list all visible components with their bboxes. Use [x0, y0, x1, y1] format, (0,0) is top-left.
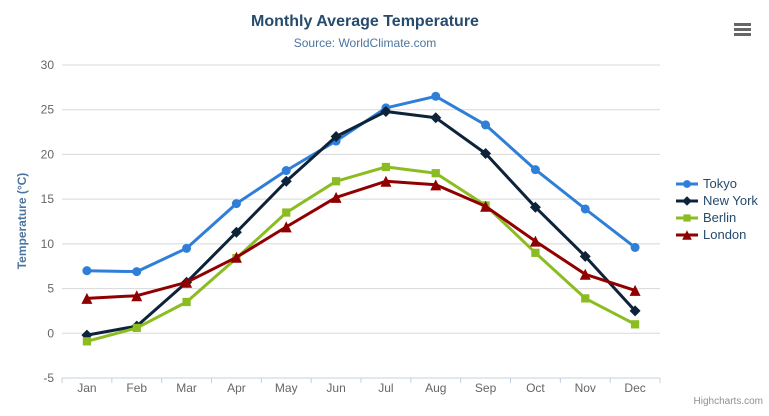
x-axis-tick-label: Feb — [126, 381, 147, 395]
data-point-tokyo-feb[interactable] — [132, 267, 142, 277]
legend-item-label: Tokyo — [703, 176, 737, 191]
data-point-tokyo-apr[interactable] — [231, 199, 241, 209]
data-point-new-york-jul[interactable] — [380, 106, 392, 118]
x-axis-tick-label: Jul — [378, 381, 393, 395]
data-point-new-york-oct[interactable] — [529, 201, 541, 213]
data-point-tokyo-oct[interactable] — [530, 165, 540, 175]
data-point-london-feb[interactable] — [131, 290, 143, 302]
data-point-berlin-may[interactable] — [282, 208, 291, 217]
data-point-berlin-jul[interactable] — [381, 162, 391, 172]
data-point-berlin-oct[interactable] — [531, 248, 540, 257]
data-point-london-may[interactable] — [280, 221, 292, 233]
data-point-berlin-mar[interactable] — [182, 297, 191, 307]
hamburger-bar — [734, 22, 751, 26]
y-axis-tick-label: 20 — [41, 147, 55, 161]
data-point-new-york-aug[interactable] — [430, 112, 442, 124]
x-axis-tick-label: Jan — [77, 381, 96, 395]
x-axis-tick-label: Apr — [227, 381, 246, 395]
data-point-tokyo-aug[interactable] — [431, 91, 441, 101]
data-point-berlin-jun[interactable] — [331, 177, 341, 186]
data-point-tokyo-dec[interactable] — [630, 242, 640, 252]
legend-marker-circle-icon — [676, 179, 698, 188]
data-point-new-york-jun[interactable] — [330, 131, 342, 143]
data-point-tokyo-may[interactable] — [281, 166, 291, 176]
data-point-new-york-dec[interactable] — [629, 305, 641, 317]
legend-marker-square-icon — [676, 213, 698, 222]
legend-marker-diamond-icon — [676, 195, 698, 206]
data-point-tokyo-mar[interactable] — [182, 243, 192, 253]
legend-item-label: London — [703, 227, 747, 242]
y-axis-tick-label: 25 — [41, 103, 55, 117]
data-point-london-apr[interactable] — [230, 251, 242, 263]
data-point-new-york-apr[interactable] — [230, 226, 242, 238]
data-point-berlin-dec[interactable] — [630, 320, 640, 329]
x-axis-tick-label: Jun — [326, 381, 345, 395]
x-axis-tick-label: Sep — [475, 381, 497, 395]
x-axis-tick-label: Mar — [176, 381, 197, 395]
data-point-london-aug[interactable] — [430, 179, 442, 191]
legend-marker-triangle-icon — [676, 229, 698, 240]
legend-item-london[interactable]: London — [676, 226, 758, 243]
legend-item-new-york[interactable]: New York — [676, 192, 758, 209]
data-point-london-oct[interactable] — [529, 235, 541, 247]
data-point-london-jan[interactable] — [81, 292, 93, 304]
data-point-london-nov[interactable] — [579, 268, 591, 280]
data-point-new-york-sep[interactable] — [480, 148, 492, 160]
legend-marker-symbol — [683, 179, 691, 188]
data-point-new-york-may[interactable] — [280, 175, 292, 187]
y-axis-tick-label: 10 — [41, 237, 55, 251]
series-line-new-york[interactable] — [85, 110, 637, 337]
data-point-berlin-aug[interactable] — [431, 169, 440, 178]
y-axis-tick-label: 5 — [47, 282, 54, 296]
data-point-london-dec[interactable] — [629, 284, 641, 296]
chart-legend: Tokyo New York Berlin London — [676, 175, 758, 243]
hamburger-bar — [734, 32, 751, 36]
data-point-tokyo-nov[interactable] — [580, 204, 590, 214]
chart-subtitle: Source: WorldClimate.com — [293, 36, 437, 50]
data-point-london-jun[interactable] — [330, 191, 342, 203]
data-point-berlin-feb[interactable] — [132, 323, 141, 333]
data-point-berlin-jan[interactable] — [82, 337, 92, 346]
x-axis-tick-label: Nov — [575, 381, 596, 395]
x-axis-tick-label: May — [275, 381, 298, 395]
x-axis-tick-label: Oct — [526, 381, 545, 395]
y-axis-tick-label: -5 — [43, 371, 54, 385]
y-axis-tick-label: 30 — [41, 58, 55, 72]
data-point-tokyo-jan[interactable] — [82, 266, 92, 276]
series-line-london[interactable] — [85, 179, 637, 300]
x-axis-tick-label: Aug — [425, 381, 446, 395]
legend-item-berlin[interactable]: Berlin — [676, 209, 758, 226]
x-axis-tick-label: Dec — [624, 381, 645, 395]
data-point-london-mar[interactable] — [181, 276, 193, 288]
series-line-berlin[interactable] — [85, 165, 637, 343]
data-point-tokyo-sep[interactable] — [481, 120, 491, 130]
y-axis-tick-label: 15 — [41, 192, 55, 206]
hamburger-bar — [734, 27, 751, 31]
y-axis-tick-label: 0 — [47, 326, 54, 340]
legend-item-label: New York — [703, 193, 758, 208]
hamburger-menu-icon[interactable] — [731, 18, 755, 40]
data-point-berlin-nov[interactable] — [581, 294, 590, 303]
data-point-london-sep[interactable] — [480, 200, 492, 212]
data-point-new-york-nov[interactable] — [579, 250, 591, 262]
chart-title: Monthly Average Temperature — [251, 13, 479, 30]
legend-marker-symbol — [682, 229, 692, 240]
y-axis-title: Temperature (°C) — [15, 172, 29, 270]
legend-item-label: Berlin — [703, 210, 737, 225]
highcharts-credit-link[interactable]: Highcharts.com — [693, 396, 763, 407]
legend-marker-symbol — [683, 213, 691, 222]
data-point-london-jul[interactable] — [380, 175, 392, 187]
legend-marker-symbol — [682, 195, 692, 206]
legend-item-tokyo[interactable]: Tokyo — [676, 175, 758, 192]
